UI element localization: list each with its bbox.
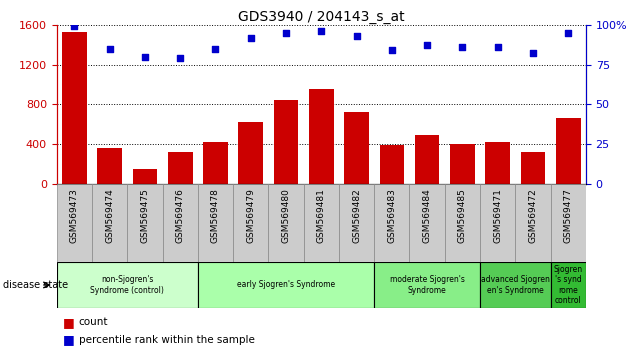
Bar: [127, 184, 163, 262]
Bar: [480, 262, 551, 308]
Point: [352, 33, 362, 39]
Bar: [163, 184, 198, 262]
Bar: [273, 101, 299, 184]
Text: GSM569484: GSM569484: [423, 188, 432, 243]
Title: GDS3940 / 204143_s_at: GDS3940 / 204143_s_at: [238, 10, 404, 24]
Text: GSM569472: GSM569472: [529, 188, 537, 243]
Text: early Sjogren's Syndrome: early Sjogren's Syndrome: [237, 280, 335, 290]
Bar: [374, 184, 410, 262]
Point: [457, 44, 467, 50]
Bar: [374, 262, 480, 308]
Bar: [556, 118, 581, 184]
Text: count: count: [79, 317, 108, 327]
Bar: [233, 184, 268, 262]
Bar: [203, 142, 228, 184]
Text: GSM569477: GSM569477: [564, 188, 573, 243]
Bar: [57, 262, 198, 308]
Bar: [415, 135, 440, 184]
Bar: [198, 184, 233, 262]
Point: [175, 55, 185, 61]
Point: [493, 44, 503, 50]
Text: moderate Sjogren's
Syndrome: moderate Sjogren's Syndrome: [390, 275, 464, 295]
Bar: [379, 145, 404, 184]
Bar: [132, 169, 158, 184]
Bar: [485, 142, 510, 184]
Point: [210, 46, 220, 52]
Bar: [92, 184, 127, 262]
Text: GSM569479: GSM569479: [246, 188, 255, 243]
Text: Sjogren
's synd
rome
control: Sjogren 's synd rome control: [554, 265, 583, 305]
Bar: [551, 184, 586, 262]
Point: [105, 46, 115, 52]
Text: percentile rank within the sample: percentile rank within the sample: [79, 335, 255, 345]
Point: [316, 28, 326, 34]
Text: GSM569485: GSM569485: [458, 188, 467, 243]
Text: advanced Sjogren
en's Syndrome: advanced Sjogren en's Syndrome: [481, 275, 550, 295]
Point: [528, 51, 538, 56]
Bar: [62, 32, 87, 184]
Text: GSM569482: GSM569482: [352, 188, 361, 243]
Bar: [57, 184, 92, 262]
Point: [387, 47, 397, 53]
Bar: [268, 184, 304, 262]
Bar: [515, 184, 551, 262]
Bar: [168, 152, 193, 184]
Point: [246, 35, 256, 40]
Text: disease state: disease state: [3, 280, 68, 290]
Point: [69, 24, 79, 29]
Text: GSM569480: GSM569480: [282, 188, 290, 243]
Bar: [339, 184, 374, 262]
Bar: [344, 113, 369, 184]
Text: GSM569475: GSM569475: [140, 188, 149, 243]
Text: GSM569481: GSM569481: [317, 188, 326, 243]
Bar: [445, 184, 480, 262]
Text: ■: ■: [63, 333, 75, 346]
Text: GSM569474: GSM569474: [105, 188, 114, 243]
Text: GSM569476: GSM569476: [176, 188, 185, 243]
Bar: [309, 90, 334, 184]
Text: GSM569473: GSM569473: [70, 188, 79, 243]
Bar: [238, 122, 263, 184]
Bar: [198, 262, 374, 308]
Bar: [97, 148, 122, 184]
Point: [422, 43, 432, 48]
Text: GSM569471: GSM569471: [493, 188, 502, 243]
Bar: [480, 184, 515, 262]
Bar: [551, 262, 586, 308]
Bar: [450, 144, 475, 184]
Text: GSM569478: GSM569478: [211, 188, 220, 243]
Point: [563, 30, 573, 36]
Text: ■: ■: [63, 316, 75, 329]
Bar: [520, 152, 546, 184]
Bar: [304, 184, 339, 262]
Text: non-Sjogren's
Syndrome (control): non-Sjogren's Syndrome (control): [90, 275, 164, 295]
Text: GSM569483: GSM569483: [387, 188, 396, 243]
Point: [281, 30, 291, 36]
Bar: [410, 184, 445, 262]
Point: [140, 54, 150, 59]
